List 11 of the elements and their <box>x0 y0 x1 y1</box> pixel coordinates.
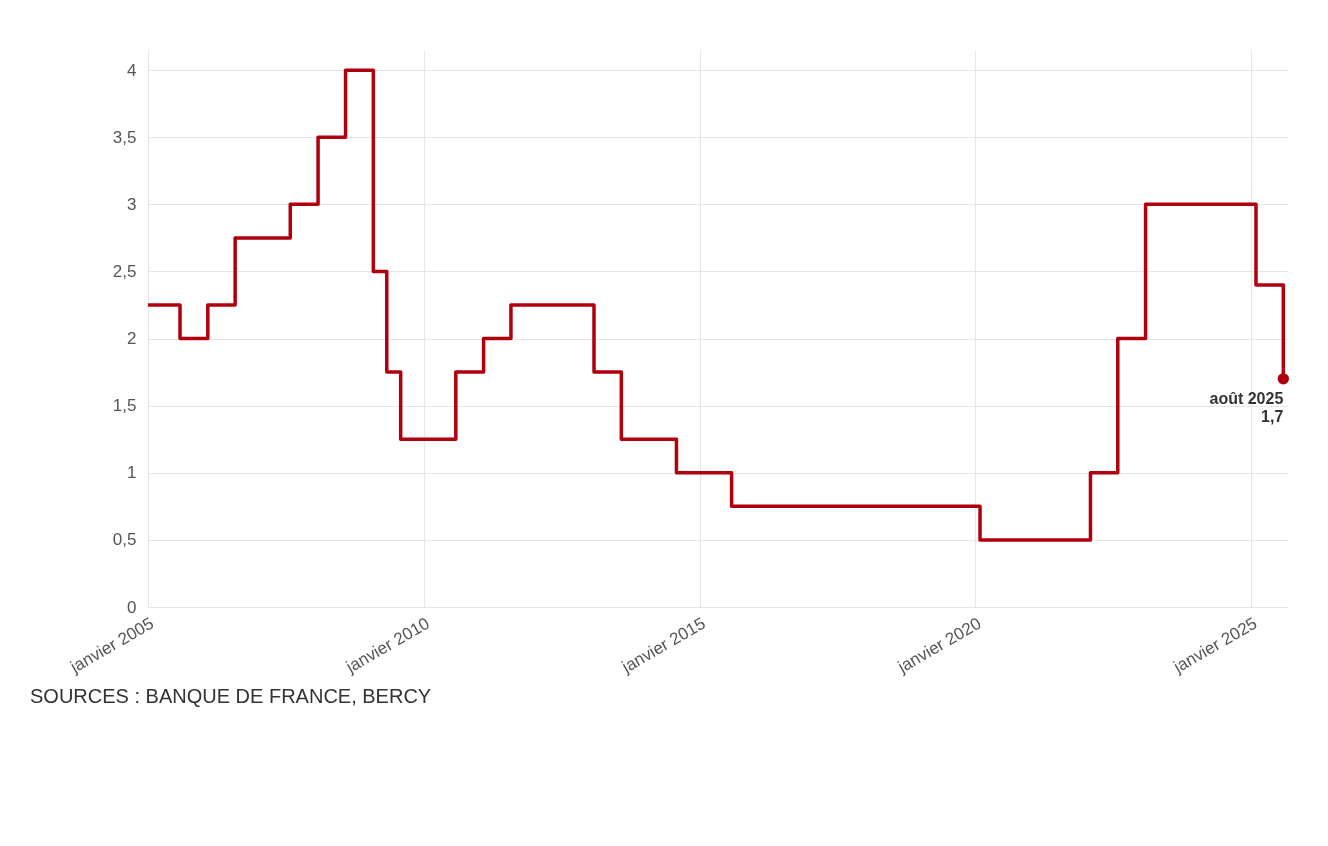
y-tick-label: 0,5 <box>112 530 137 550</box>
y-tick-label: 1,5 <box>112 396 137 416</box>
y-tick-label: 4 <box>127 60 137 80</box>
y-tick-label: 2,5 <box>112 261 137 281</box>
y-tick-label: 1 <box>127 463 137 483</box>
source-note: SOURCES : BANQUE DE FRANCE, BERCY <box>30 685 432 708</box>
annotation: août 2025 1,7 <box>1209 389 1284 425</box>
y-tick-label: 2 <box>127 329 137 349</box>
y-tick-label: 0 <box>127 597 137 617</box>
y-tick-label: 3,5 <box>112 127 137 147</box>
y-tick-label: 3 <box>127 194 137 214</box>
